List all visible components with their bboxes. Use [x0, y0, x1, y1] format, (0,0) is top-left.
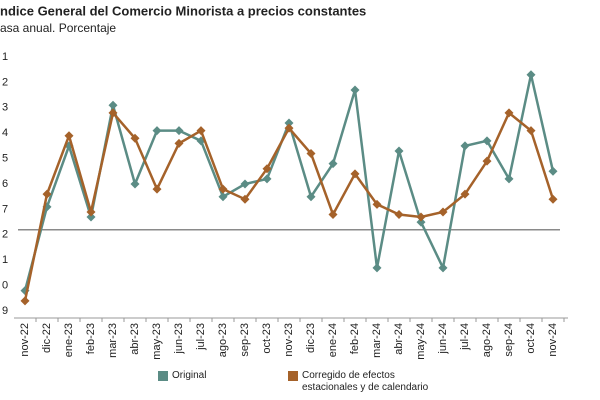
x-tick-label: dic-22	[41, 323, 53, 353]
x-tick-label: dic-23	[305, 323, 317, 353]
point	[394, 146, 404, 156]
x-tick-label: nov-22	[19, 323, 31, 357]
x-tick-label: feb-24	[349, 323, 361, 354]
x-tick-label: oct-23	[261, 323, 273, 354]
point	[86, 207, 96, 217]
point	[262, 164, 272, 174]
x-tick-label: sep-23	[239, 323, 251, 357]
point	[526, 126, 536, 136]
chart-title: ndice General del Comercio Minorista a p…	[0, 3, 366, 18]
x-tick-label: feb-23	[85, 323, 97, 354]
x-tick-label: may-23	[151, 323, 163, 360]
point	[262, 174, 272, 184]
point	[130, 179, 140, 189]
point	[438, 207, 448, 217]
series-line	[23, 110, 555, 302]
x-tick-label: abr-24	[393, 323, 405, 355]
point	[438, 263, 448, 273]
point	[20, 296, 30, 306]
x-tick-label: oct-24	[525, 323, 537, 354]
point	[306, 149, 316, 159]
y-tick-label: 1	[2, 254, 8, 266]
y-tick-label: 7	[2, 203, 8, 215]
point	[218, 192, 228, 202]
x-tick-label: jul-23	[195, 323, 207, 351]
point	[306, 192, 316, 202]
y-tick-label: 1	[2, 51, 8, 63]
y-tick-label: 0	[2, 280, 8, 292]
point	[284, 123, 294, 133]
y-tick-label: 5	[2, 153, 8, 165]
y-tick-label: 9	[2, 305, 8, 317]
point	[152, 126, 162, 136]
x-tick-label: ago-24	[481, 323, 493, 357]
legend-label: Corregido de efectos estacionales y de c…	[302, 370, 429, 393]
point	[108, 108, 118, 118]
chart-subtitle: asa anual. Porcentaje	[0, 21, 116, 35]
x-tick-label: jun-23	[173, 323, 185, 355]
x-tick-label: abr-23	[129, 323, 141, 355]
point	[328, 159, 338, 169]
point	[548, 194, 558, 204]
point	[108, 100, 118, 110]
point	[482, 136, 492, 146]
x-tick-label: nov-24	[547, 323, 559, 357]
point	[174, 126, 184, 136]
point	[460, 141, 470, 151]
x-tick-label: mar-23	[107, 323, 119, 358]
point	[328, 209, 338, 219]
point	[64, 131, 74, 141]
point	[42, 189, 52, 199]
x-tick-label: ene-24	[327, 323, 339, 357]
legend-swatch	[288, 371, 298, 381]
point	[394, 209, 404, 219]
point	[526, 70, 536, 80]
point	[174, 138, 184, 148]
x-tick-label: jun-24	[437, 323, 449, 355]
x-tick-label: ene-23	[63, 323, 75, 357]
point	[152, 184, 162, 194]
point	[372, 199, 382, 209]
point	[504, 174, 514, 184]
legend-swatch	[158, 371, 168, 381]
point	[504, 108, 514, 118]
point	[372, 263, 382, 273]
point	[86, 212, 96, 222]
x-tick-label: ago-23	[217, 323, 229, 357]
y-tick-label: 2	[2, 76, 8, 88]
x-tick-label: sep-24	[503, 323, 515, 357]
x-tick-label: mar-24	[371, 323, 383, 358]
legend-label: Original	[172, 370, 207, 381]
y-tick-label: 3	[2, 102, 8, 114]
y-tick-label: 4	[2, 127, 8, 139]
point	[240, 194, 250, 204]
point	[350, 85, 360, 95]
point	[218, 184, 228, 194]
point	[482, 156, 492, 166]
x-tick-label: nov-23	[283, 323, 295, 357]
point	[460, 189, 470, 199]
y-tick-label: 6	[2, 178, 8, 190]
point	[284, 118, 294, 128]
point	[548, 166, 558, 176]
point	[416, 217, 426, 227]
x-tick-label: may-24	[415, 323, 427, 360]
point	[240, 179, 250, 189]
x-tick-label: jul-24	[459, 323, 471, 351]
y-tick-label: 2	[2, 229, 8, 241]
point	[350, 169, 360, 179]
point	[416, 212, 426, 222]
point	[130, 133, 140, 143]
point	[196, 126, 206, 136]
